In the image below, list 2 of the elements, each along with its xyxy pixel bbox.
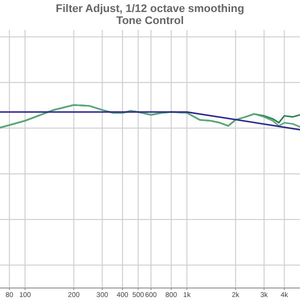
chart-title: Filter Adjust, 1/12 octave smoothing bbox=[54, 3, 246, 15]
chart-subtitle: Tone Control bbox=[115, 15, 185, 27]
